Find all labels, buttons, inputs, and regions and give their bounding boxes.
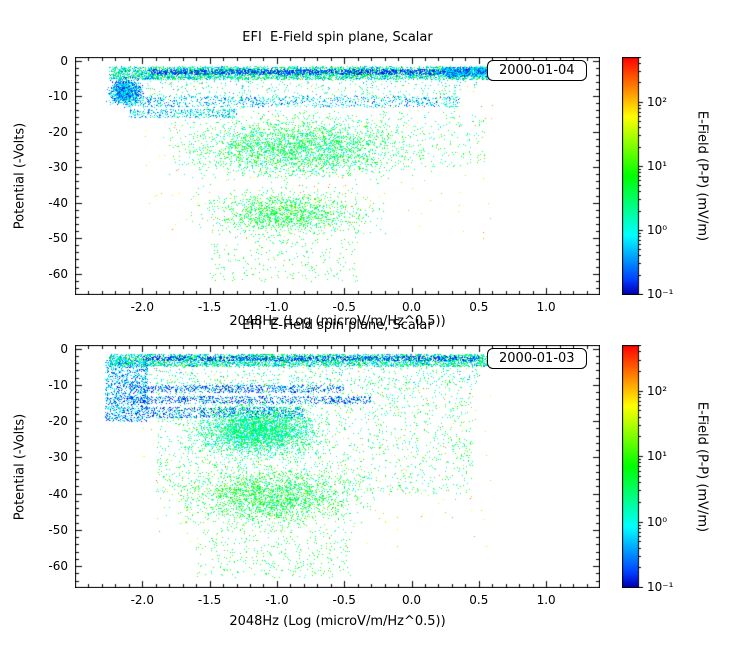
- colorbar-label: E-Field (P-P) (mV/m): [694, 401, 710, 532]
- y-tick-label: -40: [48, 486, 68, 501]
- panel-title: EFI E-Field spin plane, Scalar: [242, 318, 433, 333]
- x-tick-label: -2.0: [130, 300, 155, 314]
- x-tick-label: -1.0: [265, 300, 289, 314]
- x-tick-label: -2.0: [130, 593, 155, 607]
- y-tick-label: -30: [48, 160, 68, 175]
- y-tick-label: -20: [48, 124, 68, 139]
- colorbar-tick-label: 10²: [647, 383, 668, 398]
- y-tick-label: -10: [48, 89, 68, 104]
- colorbar: [622, 57, 645, 295]
- colorbar-tick-label: 10⁻¹: [647, 580, 674, 594]
- colorbar-tick-label: 10⁰: [647, 514, 668, 529]
- colorbar-tick-label: 10²: [647, 94, 668, 109]
- colorbar-tick-label: 10⁻¹: [647, 287, 674, 301]
- scatter-plot: [75, 345, 600, 588]
- x-tick-label: 0.0: [401, 300, 422, 314]
- y-axis-label: Potential (-Volts): [12, 413, 28, 520]
- date-label: 2000-01-04: [487, 60, 587, 81]
- y-tick-label: -50: [48, 231, 68, 246]
- y-tick-label: -60: [48, 266, 68, 281]
- y-tick-label: -40: [48, 195, 68, 210]
- x-tick-label: 0.0: [401, 593, 422, 607]
- y-tick-label: 0: [60, 53, 68, 68]
- colorbar-tick-label: 10¹: [647, 158, 668, 173]
- x-axis-label: 2048Hz (Log (microV/m/Hz^0.5)): [229, 314, 446, 329]
- date-label: 2000-01-03: [487, 348, 587, 369]
- y-tick-label: -30: [48, 450, 68, 465]
- x-tick-label: -0.5: [332, 593, 356, 607]
- x-tick-label: -1.5: [197, 300, 222, 314]
- x-tick-label: 1.0: [536, 593, 556, 607]
- x-tick-label: -1.5: [197, 593, 222, 607]
- y-tick-label: -10: [48, 377, 68, 392]
- y-axis-label: Potential (-Volts): [12, 122, 28, 230]
- y-tick-label: -50: [48, 522, 68, 537]
- panel-title: EFI E-Field spin plane, Scalar: [242, 30, 433, 45]
- y-tick-label: -20: [48, 414, 68, 429]
- colorbar: [622, 345, 645, 588]
- colorbar-tick-label: 10⁰: [647, 222, 668, 237]
- x-tick-label: -0.5: [332, 300, 356, 314]
- colorbar-tick-label: 10¹: [647, 449, 668, 464]
- y-tick-label: 0: [60, 341, 68, 356]
- x-tick-label: 0.5: [469, 300, 489, 314]
- x-axis-label: 2048Hz (Log (microV/m/Hz^0.5)): [229, 614, 446, 629]
- y-tick-label: -60: [48, 559, 68, 574]
- scatter-plot: [75, 57, 600, 295]
- colorbar-label: E-Field (P-P) (mV/m): [694, 110, 710, 242]
- x-tick-label: -1.0: [265, 593, 289, 607]
- x-tick-label: 0.5: [469, 593, 489, 607]
- x-tick-label: 1.0: [536, 300, 556, 314]
